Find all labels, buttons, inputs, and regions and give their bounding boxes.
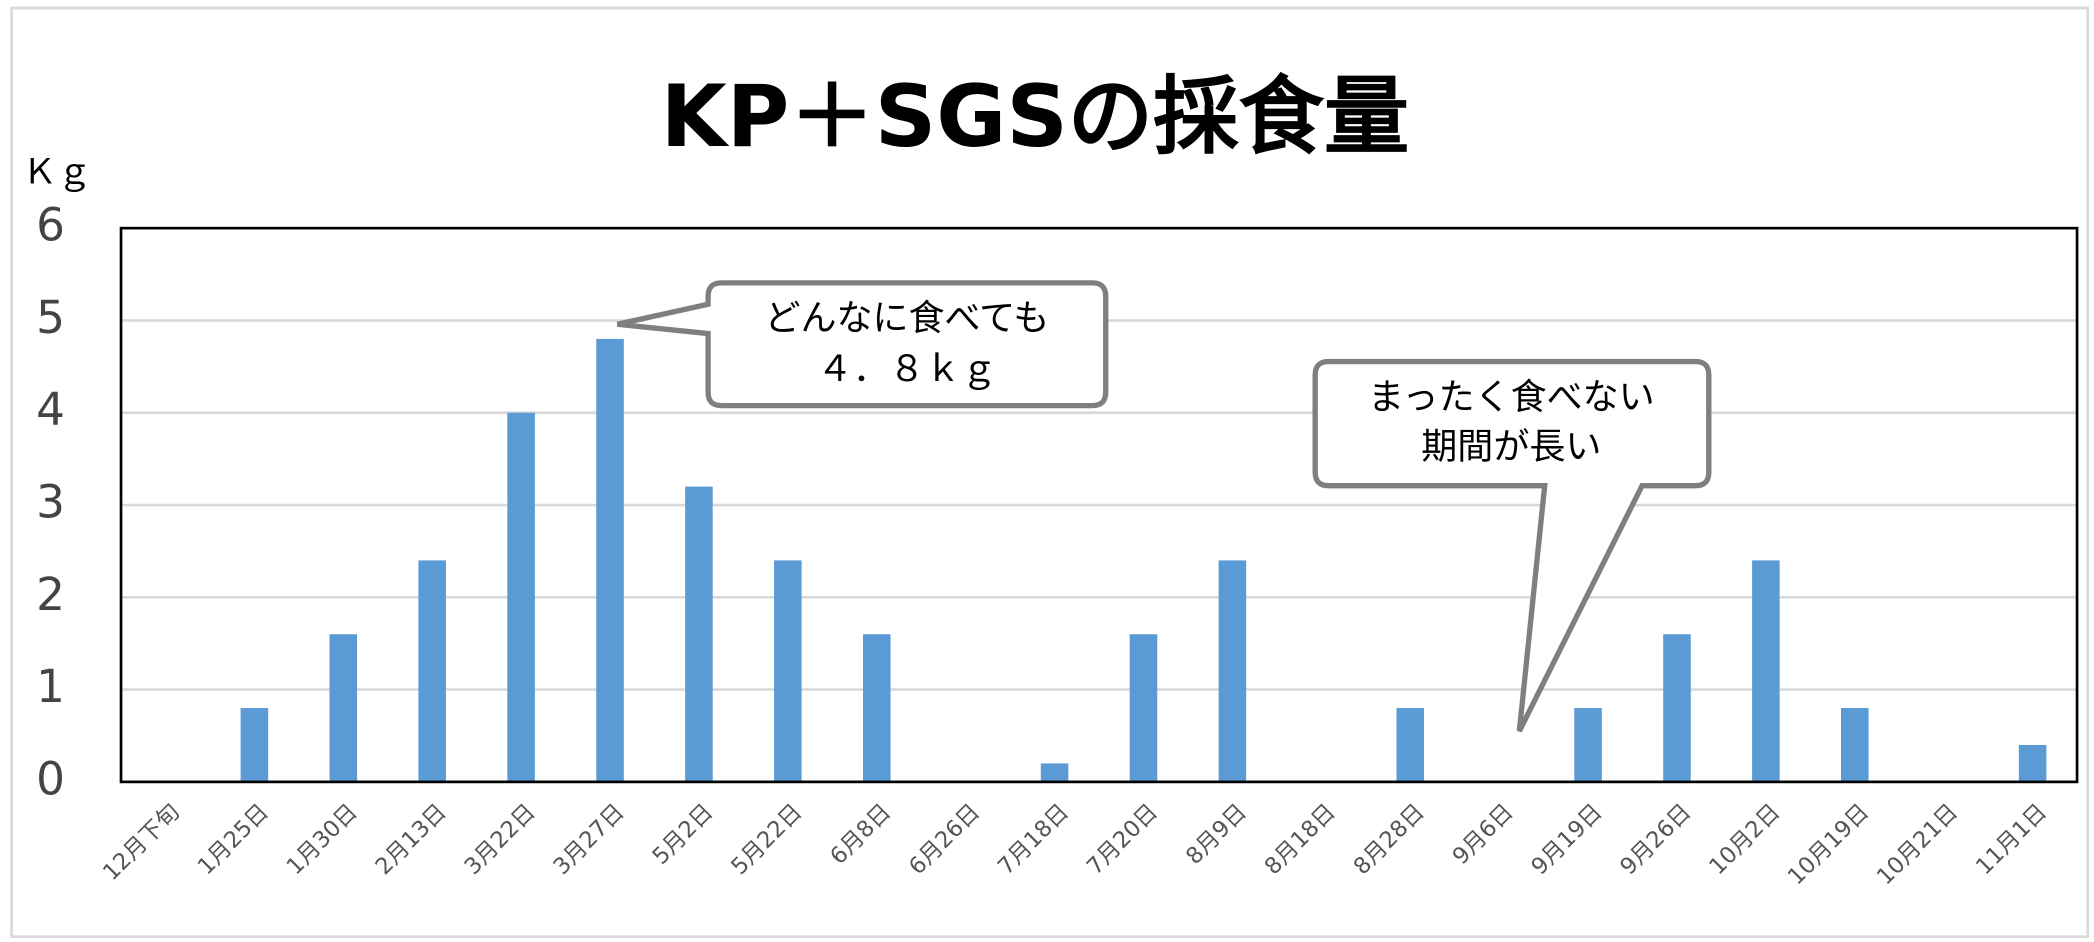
bar — [507, 412, 535, 782]
bar — [240, 708, 269, 782]
annotation-text: 期間が長い — [1421, 426, 1601, 467]
bar — [1129, 634, 1158, 782]
y-tick-label: 5 — [36, 291, 65, 344]
annotation-text: どんなに食べても — [764, 298, 1049, 339]
bar — [774, 560, 802, 782]
bar — [1218, 560, 1247, 782]
callout-box — [1312, 358, 1712, 733]
y-tick-label: 4 — [36, 383, 65, 436]
y-tick-label: 2 — [36, 568, 65, 621]
bar — [1574, 708, 1602, 782]
bar — [1752, 560, 1780, 782]
bar — [2018, 744, 2047, 782]
y-tick-label: 3 — [36, 476, 65, 529]
bar — [685, 486, 713, 782]
callout-box — [616, 280, 1109, 409]
plot-border — [119, 226, 2079, 784]
y-tick-label: 1 — [36, 660, 65, 713]
bar — [1841, 708, 1869, 782]
bar — [596, 338, 624, 782]
y-tick-label: 0 — [36, 752, 65, 805]
bar — [1040, 763, 1069, 782]
chart-title: KP＋SGSの採食量 — [661, 68, 1410, 167]
bar — [1663, 634, 1691, 782]
bar — [329, 634, 358, 782]
y-axis-label: Ｋｇ — [22, 152, 91, 192]
bar — [418, 560, 446, 782]
bar — [1396, 708, 1425, 782]
y-tick-label: 6 — [36, 199, 65, 252]
annotation-text: まったく食べない — [1368, 377, 1655, 418]
annotation-text: ４．８ｋｇ — [817, 349, 997, 390]
bar — [862, 634, 891, 782]
